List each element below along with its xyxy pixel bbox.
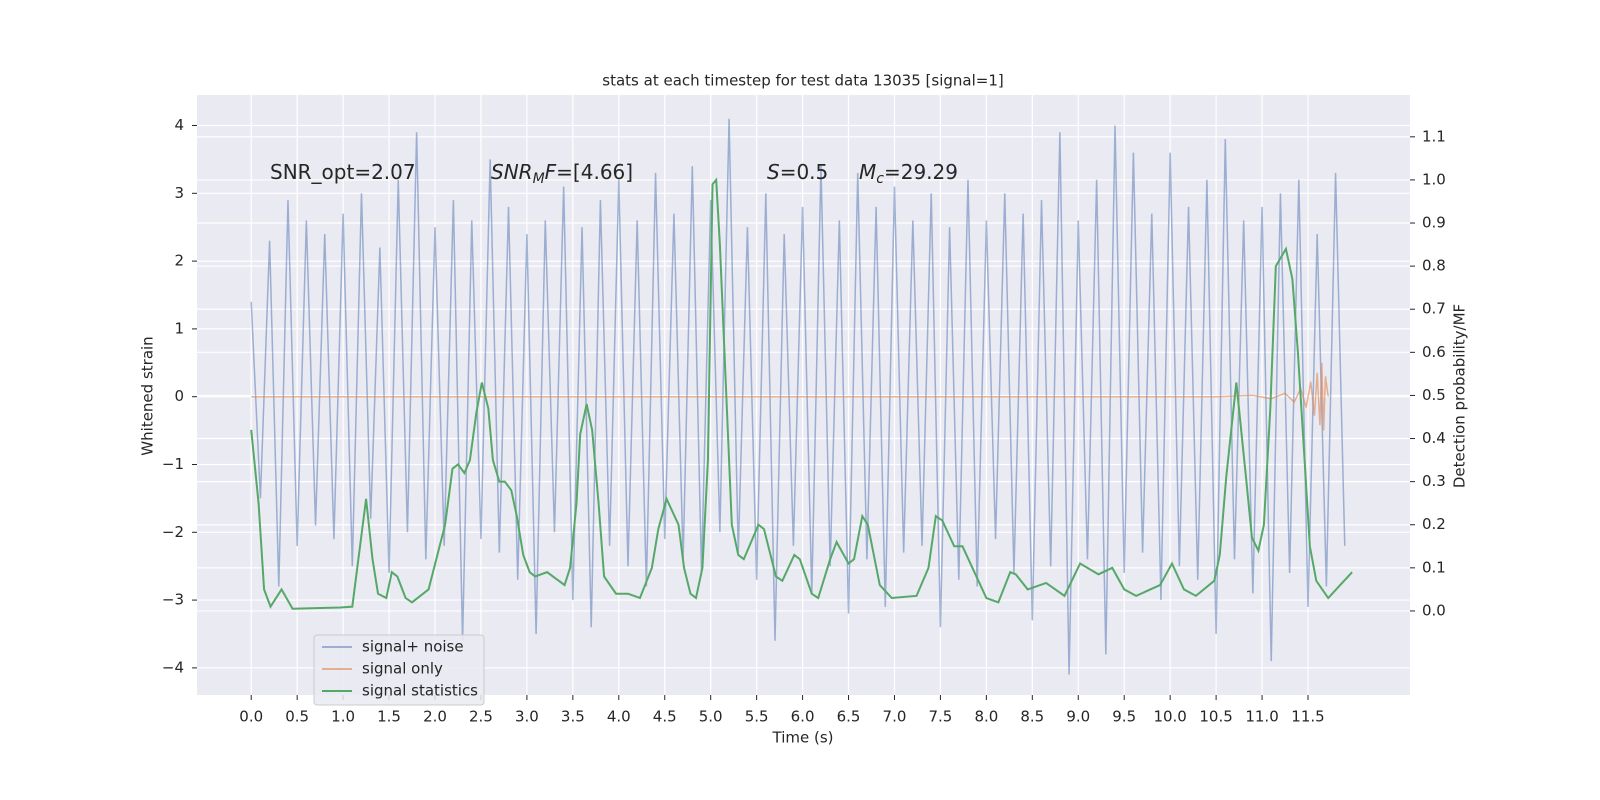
legend-label: signal statistics: [362, 682, 478, 700]
y2-tick-label: 0.4: [1422, 429, 1446, 447]
x-tick-label: 2.5: [469, 708, 493, 726]
y2-tick-label: 1.0: [1422, 170, 1446, 188]
legend-label: signal+ noise: [362, 638, 464, 656]
x-tick-label: 3.5: [561, 708, 585, 726]
annotation-part: =29.29: [884, 160, 958, 184]
y2-tick-label: 0.1: [1422, 558, 1446, 576]
y2-tick-label: 0.5: [1422, 386, 1446, 404]
annotation-part: c: [876, 171, 884, 187]
x-tick-label: 8.5: [1020, 708, 1044, 726]
series-line: [250, 177, 1353, 610]
annotation-part: F: [545, 160, 557, 184]
x-tick-label: 11.5: [1291, 708, 1324, 726]
x-tick-label: 8.0: [974, 708, 998, 726]
annotation: Mc=29.29: [859, 160, 958, 188]
x-tick-label: 5.5: [745, 708, 769, 726]
y-tick-label: −2: [162, 523, 184, 541]
x-tick-label: 9.0: [1066, 708, 1090, 726]
x-tick-label: 3.0: [515, 708, 539, 726]
legend: signal+ noise signal only signal statistic…: [313, 634, 485, 706]
annotation-part: M: [533, 171, 545, 187]
x-tick-label: 9.5: [1112, 708, 1136, 726]
annotation-part: M: [859, 160, 876, 184]
y2-tick-label: 0.2: [1422, 515, 1446, 533]
x-tick-label: 0.0: [239, 708, 263, 726]
legend-label: signal only: [362, 660, 443, 678]
y2-tick-label: 0.7: [1422, 300, 1446, 318]
x-tick-label: 6.0: [791, 708, 815, 726]
y2-tick-label: 0.3: [1422, 472, 1446, 490]
x-tick-label: 4.5: [653, 708, 677, 726]
annotation-part: =0.5: [780, 160, 829, 184]
y-tick-label: −4: [162, 658, 184, 676]
x-tick-label: 6.5: [837, 708, 861, 726]
y2-tick-label: 1.1: [1422, 127, 1446, 145]
y-tick-label: 0: [174, 387, 184, 405]
lines: [250, 118, 1353, 675]
y2-tick-label: 0.8: [1422, 257, 1446, 275]
annotation: SNRMF=[4.66]: [491, 160, 633, 188]
x-tick-label: 7.5: [928, 708, 952, 726]
x-tick-label: 10.0: [1153, 708, 1186, 726]
axes: 0.0 0.5 1.0 1.5 2.0 2.5 3.0 3.5 4.0 4.5 5.0 5.5 6.0 6…: [162, 116, 1446, 725]
legend-box: [313, 634, 485, 706]
x-tick-label: 2.0: [423, 708, 447, 726]
annotation: SNR_opt=2.07: [270, 160, 416, 184]
y2-tick-label: 0.9: [1422, 214, 1446, 232]
x-tick-label: 1.0: [331, 708, 355, 726]
y-tick-label: 3: [174, 184, 184, 202]
y-tick-label: −1: [162, 455, 184, 473]
y2-axis-label: Detection probability/MF: [1451, 304, 1469, 488]
x-tick-label: 7.0: [883, 708, 907, 726]
x-tick-label: 5.0: [699, 708, 723, 726]
y-tick-label: 1: [174, 319, 184, 337]
y-tick-label: 4: [174, 116, 184, 134]
x-tick-label: 10.5: [1199, 708, 1232, 726]
y2-tick-label: 0.0: [1422, 601, 1446, 619]
annotation-part: =[4.66]: [556, 160, 633, 184]
annotation: S=0.5: [767, 160, 828, 184]
x-tick-label: 0.5: [285, 708, 309, 726]
y-tick-label: −3: [162, 591, 184, 609]
y-axis-label: Whitened strain: [139, 336, 157, 455]
chart-title: stats at each timestep for test data 130…: [602, 72, 1003, 90]
x-axis-label: Time (s): [772, 729, 834, 747]
series-line: [250, 118, 1346, 675]
y-tick-label: 2: [174, 252, 184, 270]
y2-tick-label: 0.6: [1422, 343, 1446, 361]
x-tick-label: 1.5: [377, 708, 401, 726]
annotation-part: SNR: [491, 160, 533, 184]
annotation-part: SNR_opt=2.07: [270, 160, 416, 184]
series-line: [251, 362, 1329, 431]
x-tick-label: 11.0: [1245, 708, 1278, 726]
annotation-part: S: [767, 160, 780, 184]
x-tick-label: 4.0: [607, 708, 631, 726]
